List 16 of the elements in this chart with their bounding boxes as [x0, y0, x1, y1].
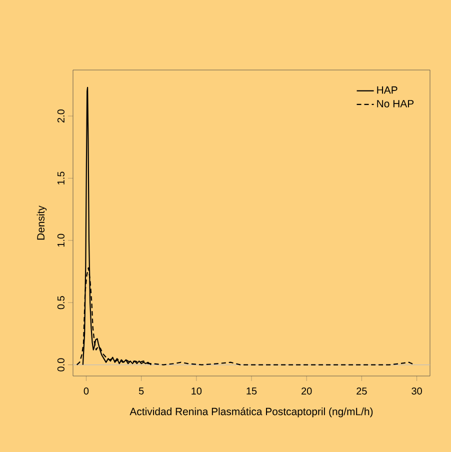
- x-tick-label: 0: [84, 388, 89, 395]
- y-tick-label: 0.0: [57, 358, 64, 372]
- x-tick-label: 10: [192, 388, 202, 395]
- legend-label: No HAP: [377, 100, 414, 108]
- x-axis-title: Actividad Renina Plasmática Postcaptopril (ng/mL/h): [130, 407, 373, 418]
- y-tick-label: 2.0: [57, 109, 64, 122]
- x-tick-label: 20: [302, 388, 312, 395]
- y-tick-label: 1.5: [58, 172, 64, 184]
- x-tick-label: 15: [246, 388, 257, 394]
- legend-label: HAP: [377, 86, 398, 94]
- y-axis-title: Density: [36, 206, 47, 240]
- x-tick-label: 30: [412, 388, 422, 395]
- y-tick-label: 0.5: [57, 296, 64, 310]
- y-tick-label: 1.0: [57, 234, 64, 247]
- x-tick-label: 5: [138, 388, 144, 394]
- x-tick-label: 25: [356, 388, 367, 395]
